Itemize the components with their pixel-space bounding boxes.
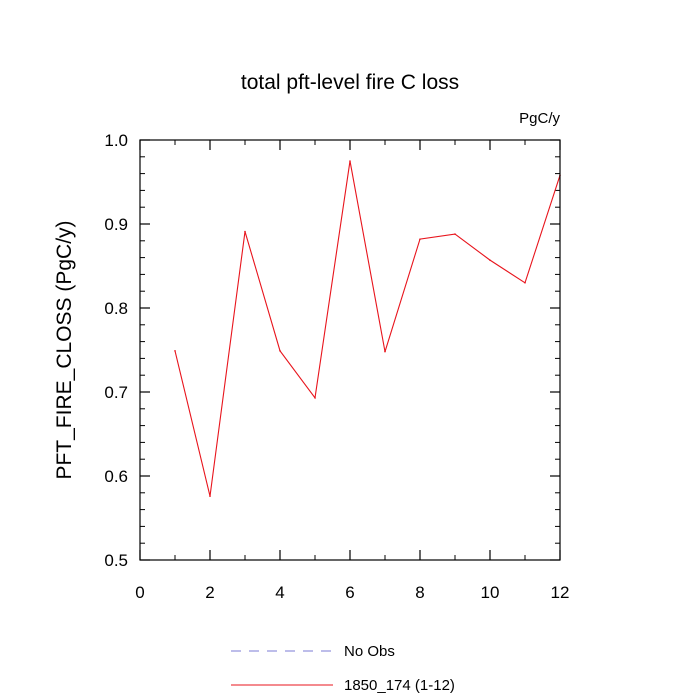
units-label: PgC/y	[519, 110, 560, 127]
y-tick-label: 0.8	[104, 299, 128, 318]
y-tick-label: 1.0	[104, 131, 128, 150]
x-tick-label: 10	[481, 583, 500, 602]
y-tick-label: 0.5	[104, 551, 128, 570]
x-tick-label: 8	[415, 583, 424, 602]
y-tick-label: 0.7	[104, 383, 128, 402]
chart-title: total pft-level fire C loss	[241, 71, 459, 94]
data-point	[349, 160, 351, 162]
x-tick-label: 6	[345, 583, 354, 602]
data-point	[174, 350, 176, 352]
data-point	[489, 259, 491, 261]
y-tick-label: 0.9	[104, 215, 128, 234]
x-tick-label: 0	[135, 583, 144, 602]
plot-frame	[139, 139, 561, 561]
x-tick-label: 12	[551, 583, 570, 602]
x-tick-label: 2	[205, 583, 214, 602]
data-point	[384, 350, 386, 353]
data-point	[244, 230, 246, 233]
data-point	[279, 350, 281, 352]
data-point	[524, 282, 526, 284]
y-tick-label: 0.6	[104, 467, 128, 486]
data-point	[314, 397, 316, 399]
x-tick-label: 4	[275, 583, 284, 602]
data-point	[209, 495, 211, 497]
series-line	[174, 160, 561, 497]
data-point	[419, 238, 421, 240]
data-point	[454, 233, 456, 235]
legend-label: 1850_174 (1-12)	[344, 677, 455, 694]
y-axis-label: PFT_FIRE_CLOSS (PgC/y)	[53, 220, 76, 479]
legend-label: No Obs	[344, 643, 395, 660]
